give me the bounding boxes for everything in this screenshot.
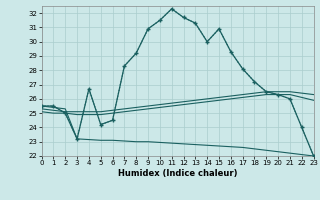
X-axis label: Humidex (Indice chaleur): Humidex (Indice chaleur) [118, 169, 237, 178]
